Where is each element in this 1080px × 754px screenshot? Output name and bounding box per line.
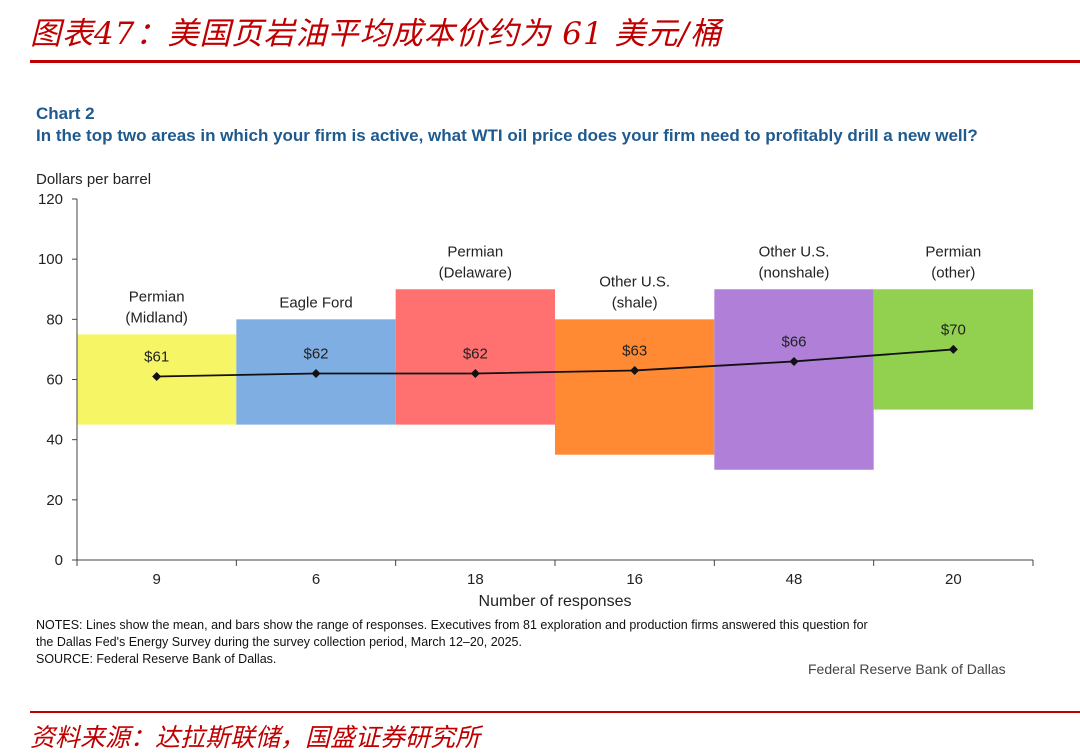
notes-line-2: the Dallas Fed's Energy Survey during th… xyxy=(36,635,522,649)
mean-data-label: $62 xyxy=(303,345,328,362)
y-tick-label: 80 xyxy=(46,311,63,328)
category-name: (shale) xyxy=(612,294,658,311)
y-tick-label: 60 xyxy=(46,372,63,389)
x-tick-label: 18 xyxy=(467,571,484,588)
x-tick-label: 16 xyxy=(626,571,643,588)
category-name: Permian xyxy=(925,243,981,260)
y-tick-label: 20 xyxy=(46,492,63,509)
x-tick-label: 48 xyxy=(786,571,803,588)
y-tick-label: 120 xyxy=(38,191,63,208)
header-divider xyxy=(30,60,1080,63)
chart-title: In the top two areas in which your firm … xyxy=(36,126,978,145)
category-name: Eagle Ford xyxy=(279,294,352,311)
notes-line-1: NOTES: Lines show the mean, and bars sho… xyxy=(36,618,868,632)
mean-line xyxy=(156,348,954,378)
category-name: Permian xyxy=(447,243,503,260)
category-name: Other U.S. xyxy=(599,273,670,290)
y-tick-label: 100 xyxy=(38,251,63,268)
report-figure-title: 图表47：美国页岩油平均成本价约为 61 美元/桶 xyxy=(30,16,723,52)
x-tick-label: 9 xyxy=(152,571,160,588)
chart-number-label: Chart 2 xyxy=(36,104,95,123)
mean-marker xyxy=(948,344,958,354)
notes-line-3: SOURCE: Federal Reserve Bank of Dallas. xyxy=(36,652,277,666)
category-name: (Midland) xyxy=(125,309,188,326)
category-name: (Delaware) xyxy=(439,264,512,281)
mean-data-label: $70 xyxy=(941,321,966,338)
mean-marker xyxy=(311,368,321,378)
source-note: 资料来源：达拉斯联储，国盛证券研究所 xyxy=(30,723,481,752)
mean-data-label: $66 xyxy=(781,333,806,350)
mean-marker xyxy=(152,371,162,381)
mean-data-label: $62 xyxy=(463,345,488,362)
y-tick-label: 0 xyxy=(55,552,63,569)
y-axis-label: Dollars per barrel xyxy=(36,171,152,188)
range-bar xyxy=(395,289,555,425)
mean-marker xyxy=(470,368,480,378)
range-bar xyxy=(714,289,874,470)
mean-data-label: $61 xyxy=(144,348,169,365)
y-tick-label: 40 xyxy=(46,432,63,449)
mean-marker xyxy=(789,356,799,366)
chart-notes: NOTES: Lines show the mean, and bars sho… xyxy=(36,617,1056,668)
mean-marker xyxy=(630,365,640,375)
mean-data-label: $63 xyxy=(622,342,647,359)
footer-divider xyxy=(30,711,1080,713)
chart-credit: Federal Reserve Bank of Dallas xyxy=(808,661,1006,677)
category-name: (nonshale) xyxy=(759,264,830,281)
x-axis-title: Number of responses xyxy=(479,593,632,610)
category-name: Other U.S. xyxy=(759,243,830,260)
range-bar xyxy=(555,319,715,455)
category-name: Permian xyxy=(129,288,185,305)
x-tick-label: 6 xyxy=(312,571,320,588)
x-tick-label: 20 xyxy=(945,571,962,588)
category-name: (other) xyxy=(931,264,975,281)
